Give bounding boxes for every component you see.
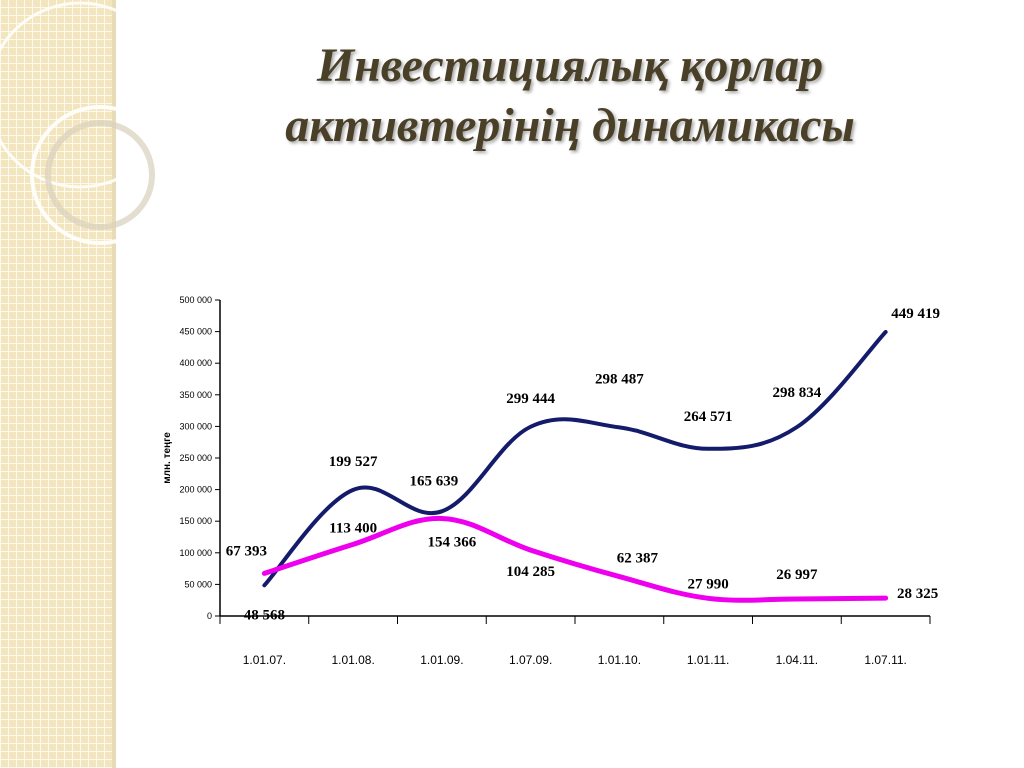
title-line-2: активтерінің динамикасы bbox=[285, 99, 855, 152]
x-tick-label: 1.01.08. bbox=[331, 653, 374, 667]
data-label: 298 834 bbox=[773, 385, 822, 401]
x-tick-label: 1.07.11. bbox=[864, 653, 906, 667]
data-label: 264 571 bbox=[684, 409, 733, 425]
data-label: 298 487 bbox=[595, 371, 644, 387]
title-line-1: Инвестициялық қорлар bbox=[316, 39, 824, 92]
y-tick-label: 450 000 bbox=[179, 327, 212, 337]
data-label: 26 997 bbox=[776, 567, 818, 583]
y-axis-label: млн. теңге bbox=[162, 432, 173, 484]
data-label: 154 366 bbox=[428, 534, 477, 550]
y-tick-label: 500 000 bbox=[179, 295, 212, 305]
x-tick-label: 1.04.11. bbox=[776, 653, 818, 667]
x-tick-label: 1.01.11. bbox=[687, 653, 729, 667]
y-tick-label: 250 000 bbox=[179, 453, 212, 463]
y-tick-label: 0 bbox=[207, 611, 212, 621]
deco-ring-large bbox=[0, 1, 160, 189]
x-tick-label: 1.01.09. bbox=[420, 653, 463, 667]
data-label: 113 400 bbox=[329, 520, 377, 536]
line-chart: 0 50 000 100 000 150 000 200 000 250 000 300 0… bbox=[162, 295, 940, 667]
data-label: 28 325 bbox=[897, 586, 938, 602]
sidebar-pattern bbox=[0, 0, 112, 768]
data-label: 27 990 bbox=[688, 576, 729, 592]
data-label: 199 527 bbox=[329, 454, 378, 470]
data-label: 104 285 bbox=[506, 564, 555, 580]
deco-ring-small bbox=[30, 105, 160, 245]
y-tick-label: 200 000 bbox=[179, 485, 212, 495]
data-label: 62 387 bbox=[617, 551, 659, 567]
y-tick-label: 350 000 bbox=[179, 390, 212, 400]
decorative-rings bbox=[0, 1, 160, 245]
sidebar-edge bbox=[112, 0, 116, 768]
x-tick-label: 1.07.09. bbox=[509, 653, 552, 667]
y-tick-label: 50 000 bbox=[184, 579, 212, 589]
data-label: 299 444 bbox=[506, 391, 555, 407]
data-label: 67 393 bbox=[226, 543, 267, 559]
data-label: 165 639 bbox=[410, 473, 459, 489]
data-label: 449 419 bbox=[891, 306, 940, 322]
y-tick-label: 150 000 bbox=[179, 516, 212, 526]
slide-title: Инвестициялық қорлар активтерінің динами… bbox=[150, 36, 990, 156]
deco-ring-inner bbox=[45, 120, 155, 230]
y-tick-label: 300 000 bbox=[179, 421, 212, 431]
x-tick-label: 1.01.10. bbox=[598, 653, 641, 667]
x-tick-label: 1.01.07. bbox=[243, 653, 286, 667]
series-line-2 bbox=[261, 515, 889, 603]
data-label: 48 568 bbox=[244, 607, 285, 623]
series-line-1 bbox=[262, 329, 888, 588]
y-tick-label: 400 000 bbox=[179, 358, 212, 368]
y-tick-label: 100 000 bbox=[179, 548, 212, 558]
